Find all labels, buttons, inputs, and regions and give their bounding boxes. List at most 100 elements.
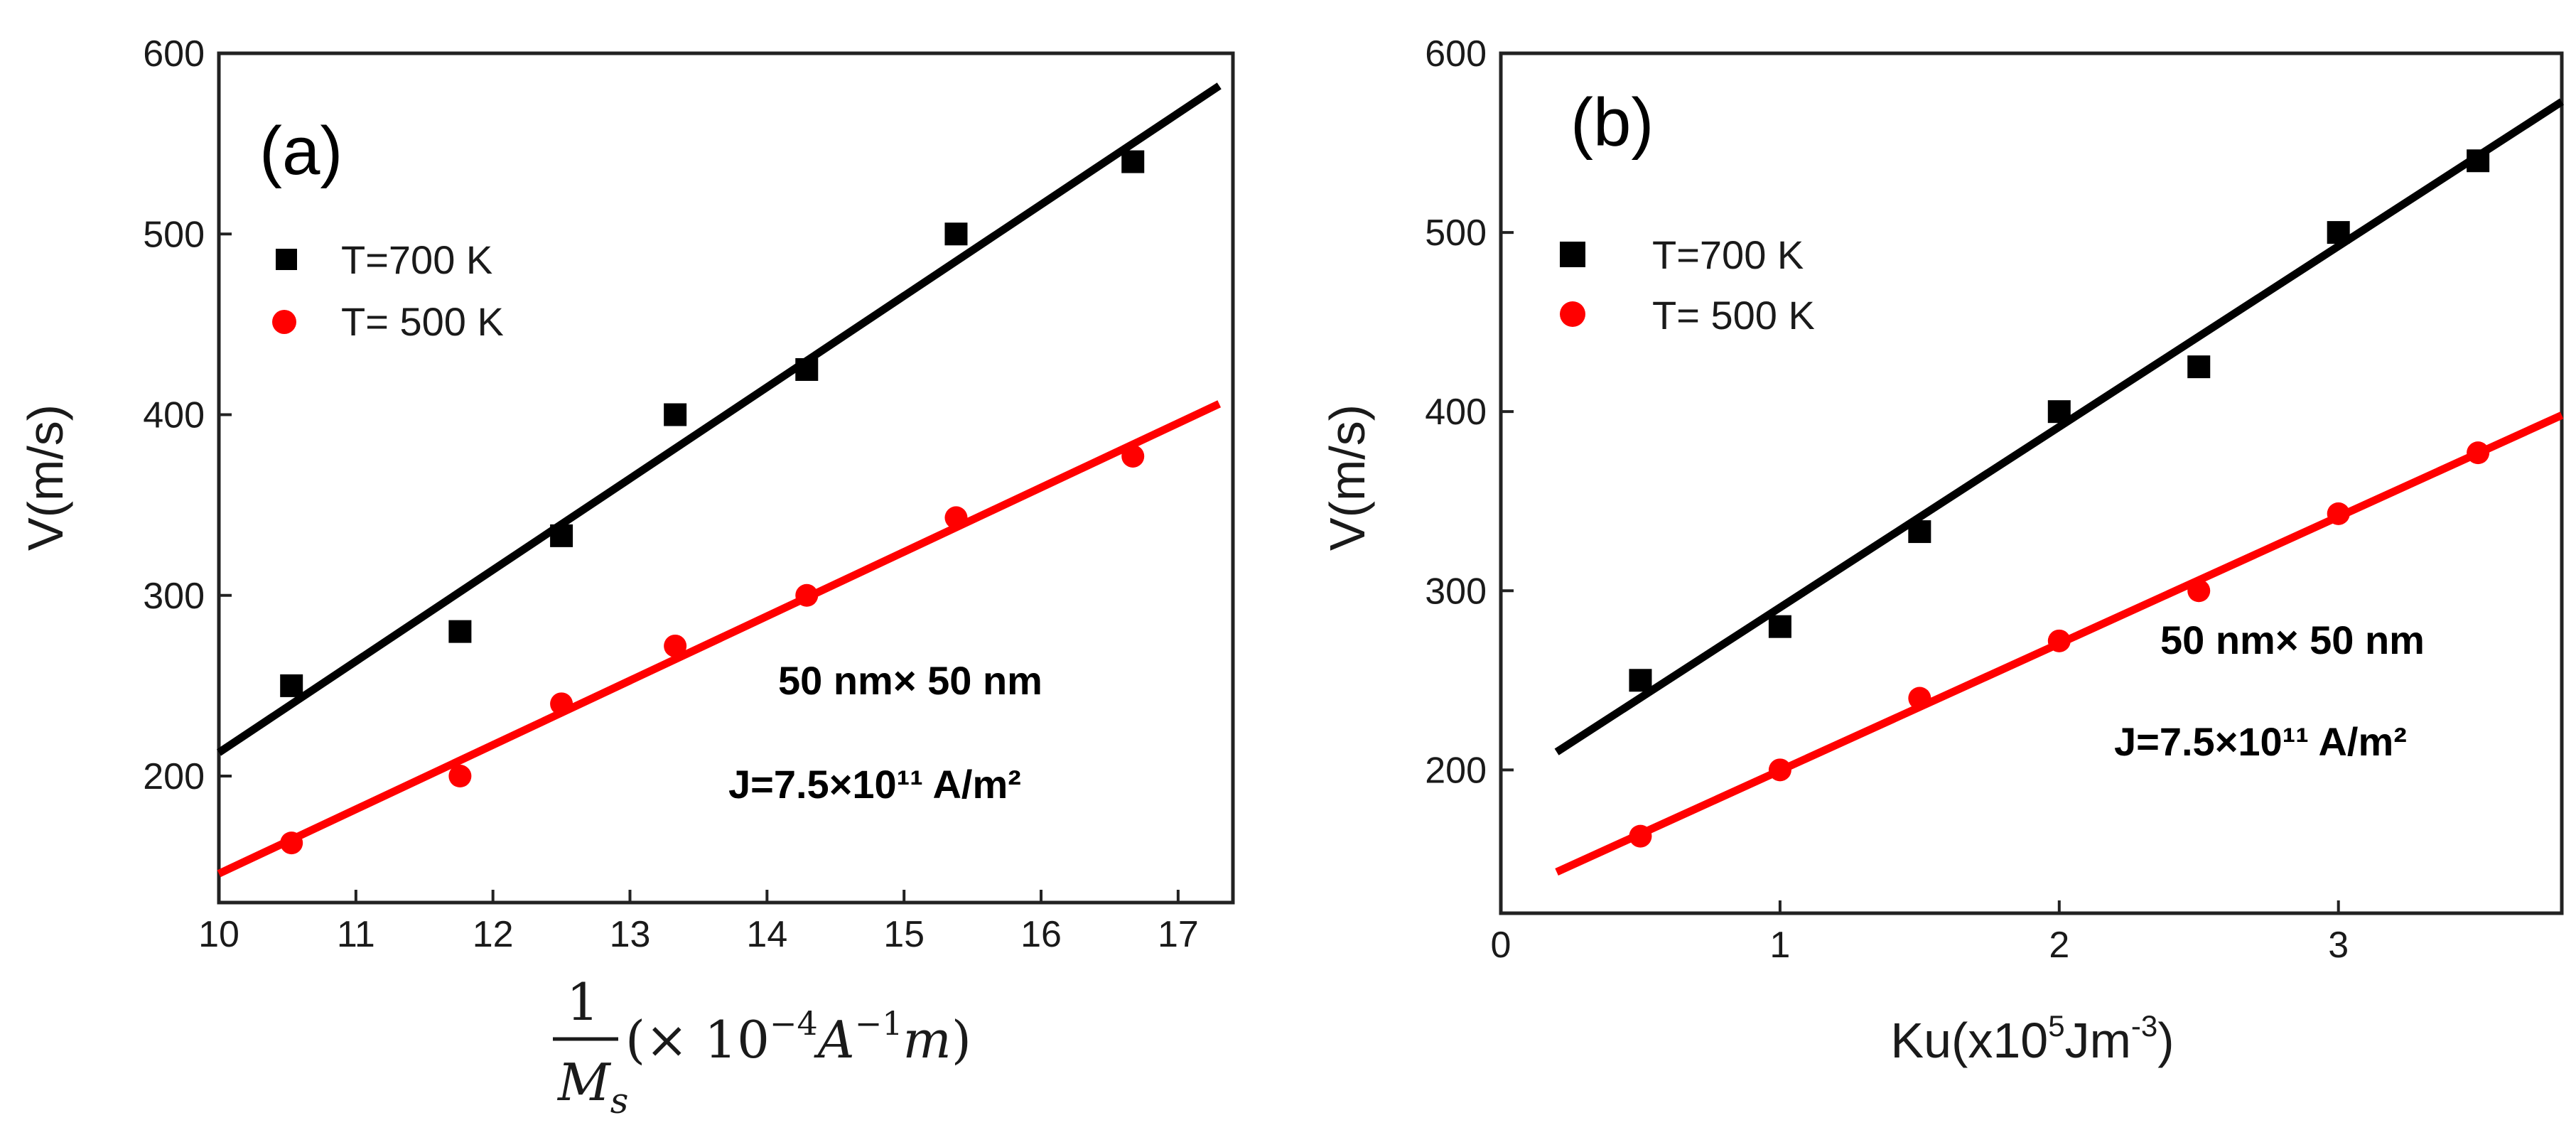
panel-b-point-500k [2467,441,2490,465]
panel-a-x-label-den-m: M [556,1053,612,1112]
panel-b-legend-label-700k: T=700 K [1652,232,1804,277]
panel-b-y-ticks: 200 300 400 500 600 [1425,33,1514,791]
panel-a-point-700k [448,620,472,643]
panel-b-x-tick-label: 3 [2328,925,2349,966]
panel-a-legend-marker-500k [272,310,296,334]
panel-b-point-500k [1908,687,1931,710]
panel-a-annotation-size: 50 nm× 50 nm [778,658,1042,703]
panel-b-y-tick-label: 300 [1425,571,1487,612]
panel-a-point-500k [944,506,968,529]
panel-a-point-700k [795,357,819,381]
panel-b-point-500k [2327,502,2350,525]
panel-b-y-tick-label: 400 [1425,392,1487,433]
panel-b-y-tick-label: 200 [1425,750,1487,791]
panel-a-legend-label-500k: T= 500 K [341,299,504,344]
panel-a-x-tick-label: 10 [198,914,239,955]
panel-b-legend: T=700 K T= 500 K [1560,232,1815,338]
panel-b-point-700k [2327,221,2350,244]
panel-b-point-500k [2187,579,2211,603]
panel-a-legend: T=700 K T= 500 K [272,237,504,344]
panel-a-point-700k [664,403,687,426]
panel-a-x-label-exp1: −4 [770,1004,818,1043]
panel-a-x-tick-label: 15 [883,914,925,955]
panel-a-plot-frame [217,51,1235,905]
panel-b-point-700k [1768,615,1791,638]
panel-b-x-label-sup2: -3 [2131,1009,2157,1043]
panel-b-y-axis-label: V(m/s) [1320,404,1375,551]
panel-b-x-label-end: ) [2157,1013,2174,1068]
panel-b-point-500k [2047,629,2071,652]
panel-b-chart: 200 300 400 500 600 0 1 2 3 (b) T=700 K T= 500 … [1320,33,2564,1068]
panel-b-x-label-mid: Jm [2065,1013,2131,1068]
panel-a-fit-lines [216,82,1222,878]
panel-a-x-tick-label: 12 [473,914,514,955]
panel-b-y-tick-label: 600 [1425,33,1487,75]
panel-b-point-700k [2467,149,2490,173]
panel-a-y-tick-label: 200 [143,756,205,797]
panel-a-x-tick-label: 13 [610,914,651,955]
panel-a-point-500k [550,692,573,716]
panel-a-point-700k [1121,150,1145,173]
panel-b-x-tick-label: 0 [1491,925,1511,966]
panel-a-y-tick-label: 600 [143,33,205,75]
panel-b-plot-frame [1499,51,2564,915]
panel-a-x-axis-label: 1 Ms (× 10−4A−1m) [553,972,971,1121]
panel-a-chart: 200 300 400 500 600 10 11 12 13 14 15 16 17 (a) T=7… [18,33,1235,1121]
panel-b-point-500k [1629,824,1652,848]
panel-b-x-tick-label: 1 [1769,925,1790,966]
panel-a-data-points [280,150,1145,855]
panel-b-point-700k [2187,355,2211,379]
panel-a-x-label-unit-m: m [903,1010,952,1070]
panel-a-x-label-unit-a: A [814,1010,855,1070]
panel-a-x-tick-label: 17 [1158,914,1199,955]
panel-a-fit-line-500k [217,400,1222,878]
panel-b-legend-marker-700k [1560,242,1585,267]
panel-b-x-ticks: 0 1 2 3 [1491,900,2349,966]
panel-b-y-tick-label: 500 [1425,212,1487,254]
panel-a-annotation-current: J=7.5×10¹¹ A/m² [728,762,1021,807]
panel-a-x-label-numerator: 1 [566,972,599,1032]
panel-a-point-500k [1121,444,1145,468]
panel-a-label: (a) [259,113,343,189]
panel-a-y-tick-label: 500 [143,214,205,255]
panel-a-point-700k [944,222,968,246]
panel-b-x-axis-label: Ku(x105Jm-3) [1890,1009,2174,1068]
panel-b-data-points [1629,149,2490,848]
panel-a-legend-marker-700k [276,249,297,270]
panel-a-point-500k [795,583,819,607]
panel-a-point-500k [448,765,472,788]
panel-a-x-label-den-sub: s [610,1080,629,1121]
panel-a-legend-label-700k: T=700 K [341,237,492,282]
panel-a-point-500k [280,831,303,855]
panel-a-x-label-denominator: Ms [556,1053,628,1121]
panel-a-point-700k [550,524,573,547]
panel-a-y-axis-label: V(m/s) [18,404,73,551]
panel-b-annotation-size: 50 nm× 50 nm [2160,618,2425,662]
panel-b-legend-label-500k: T= 500 K [1652,293,1815,338]
panel-a-x-label-units: (× 10−4A−1m) [625,1004,971,1070]
panel-a-x-tick-label: 11 [337,914,375,955]
panel-a-y-ticks: 200 300 400 500 600 [143,33,232,797]
panel-a-x-label-exp2: −1 [855,1004,903,1043]
panel-a-x-label-paren-close: ) [952,1010,971,1070]
panel-b-fit-lines [1554,98,2564,876]
panel-a-y-tick-label: 300 [143,576,205,617]
panel-b-x-label-sup1: 5 [2048,1009,2064,1043]
panel-b-fit-line-700k [1554,98,2564,755]
panel-a-x-tick-label: 14 [746,914,787,955]
panel-a-fit-line-700k [216,82,1222,756]
panel-b-point-700k [2047,400,2071,424]
panel-b-point-700k [1908,520,1931,544]
panel-b-x-label-base: Ku(x10 [1890,1013,2048,1068]
panel-b-legend-marker-500k [1560,301,1585,327]
panel-a-x-ticks: 10 11 12 13 14 15 16 17 [198,890,1199,955]
panel-b-point-700k [1629,669,1652,692]
panel-b-x-tick-label: 2 [2049,925,2069,966]
panel-b-annotation-current: J=7.5×10¹¹ A/m² [2114,719,2407,764]
panel-a-y-tick-label: 400 [143,395,205,436]
panel-a-x-tick-label: 16 [1020,914,1062,955]
panel-a-point-700k [280,674,303,697]
panel-a-x-label-paren-open: (× 10 [625,1010,770,1070]
panel-a-point-500k [664,634,687,657]
